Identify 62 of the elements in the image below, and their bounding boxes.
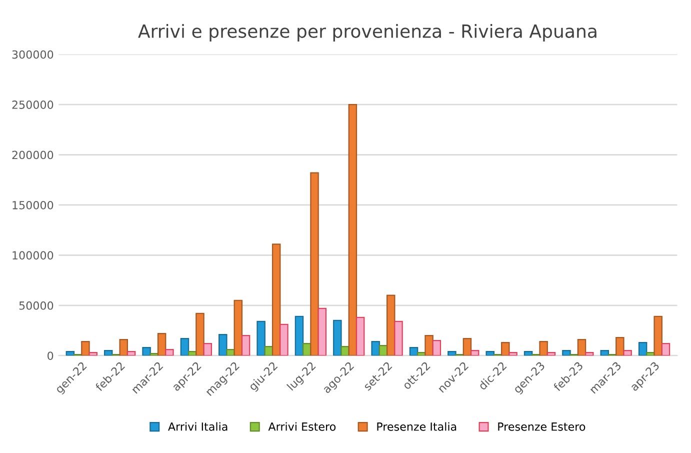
bar	[585, 352, 594, 356]
bar	[318, 308, 327, 356]
bar	[486, 351, 494, 356]
bar	[218, 334, 228, 356]
bar	[66, 351, 75, 356]
bar	[394, 320, 403, 356]
bar	[470, 350, 480, 356]
bar	[333, 320, 342, 356]
y-tick-label: 250000	[12, 100, 54, 109]
bar	[126, 351, 136, 356]
legend-label: Arrivi Italia	[168, 422, 228, 431]
bar	[196, 312, 204, 356]
bar	[356, 316, 365, 356]
bar	[203, 343, 212, 356]
legend-label: Presenze Italia	[377, 422, 456, 431]
bar	[600, 350, 610, 356]
bar	[241, 334, 250, 356]
bar	[546, 352, 556, 356]
bar	[180, 338, 190, 356]
bar	[409, 347, 418, 356]
bar	[81, 340, 90, 356]
bar	[524, 351, 533, 356]
y-tick-label: 200000	[12, 150, 54, 160]
bar	[340, 346, 350, 356]
bar	[577, 338, 586, 356]
bar	[104, 350, 113, 356]
bar	[371, 340, 380, 356]
bar	[280, 324, 288, 356]
bar	[386, 294, 396, 356]
bar	[157, 332, 166, 356]
bar	[119, 338, 128, 356]
legend-label: Arrivi Estero	[268, 422, 336, 431]
y-tick-label: 300000	[12, 50, 54, 59]
bar	[424, 334, 434, 356]
bar	[623, 350, 632, 356]
y-tick-label: 50000	[19, 301, 54, 310]
bar	[88, 352, 98, 356]
bar	[234, 300, 243, 356]
y-tick-label: 100000	[12, 251, 54, 260]
bar	[462, 338, 472, 356]
bar	[448, 351, 456, 356]
bar	[654, 316, 662, 356]
bar	[638, 342, 648, 356]
y-tick-label: 150000	[12, 200, 54, 210]
bar	[310, 172, 319, 356]
bar	[508, 352, 518, 356]
bar	[616, 336, 624, 356]
bar	[142, 347, 151, 356]
chart-title: Arrivi e presenze per provenienza - Riviera Apuana	[138, 24, 596, 42]
y-tick-label: 0	[48, 352, 54, 360]
bar	[165, 349, 174, 356]
bar	[562, 350, 571, 356]
bar	[294, 316, 304, 356]
bar	[432, 340, 442, 356]
bar	[661, 343, 670, 356]
bar	[256, 320, 266, 356]
bar	[501, 342, 510, 356]
bar	[348, 104, 358, 356]
bar	[539, 340, 548, 356]
legend-label: Presenze Estero	[498, 422, 586, 431]
bar	[226, 349, 235, 356]
bar	[272, 244, 281, 356]
